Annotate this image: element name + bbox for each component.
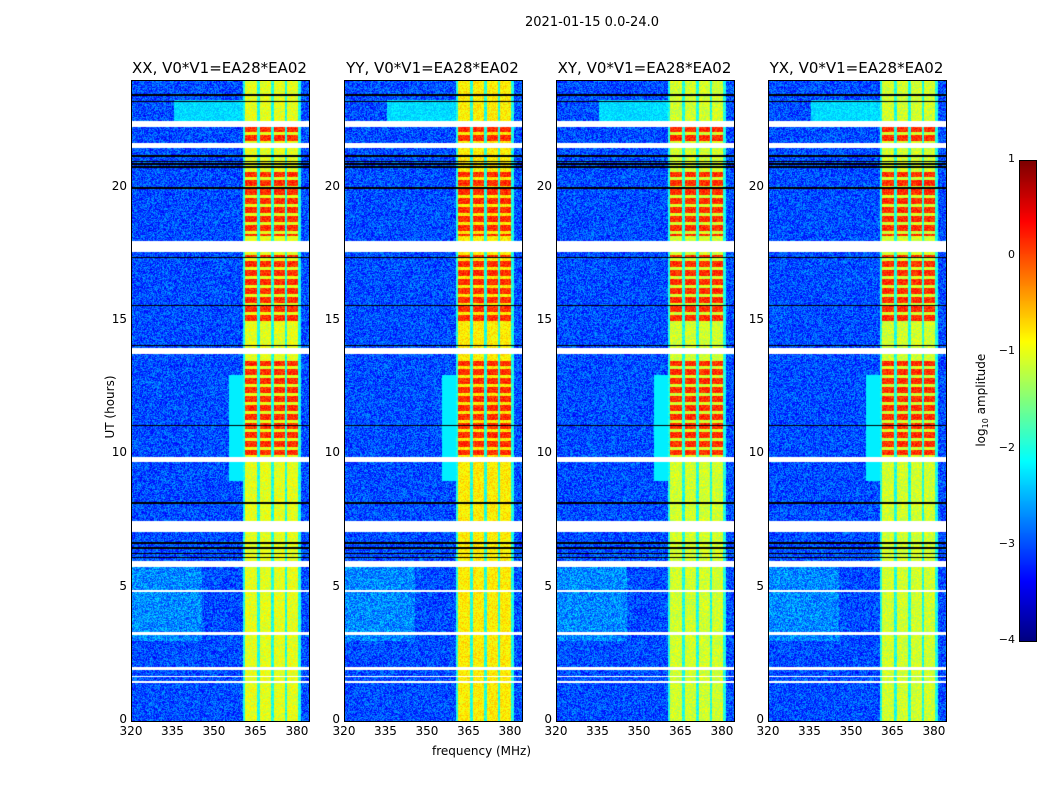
x-tick-label: 335 [586, 724, 609, 738]
y-tick-label: 5 [544, 578, 552, 593]
x-tick-label: 335 [161, 724, 184, 738]
y-tick-label: 10 [324, 445, 340, 460]
y-tick-label: 0 [332, 712, 340, 726]
x-tick-label: 350 [627, 724, 651, 738]
panel-title: XX, V0*V1=EA28*EA02 [132, 59, 307, 77]
colorbar-tick-label: −4 [998, 633, 1015, 646]
spectrogram-panel [344, 80, 523, 722]
y-tick-label: 20 [536, 178, 552, 193]
panel-title: YX, V0*V1=EA28*EA02 [769, 59, 944, 77]
colorbar-label: log10 amplitude [973, 353, 991, 447]
x-tick-label: 335 [798, 724, 821, 738]
y-tick-label: 5 [756, 578, 764, 593]
y-tick-label: 10 [748, 445, 764, 460]
x-tick-label: 380 [285, 724, 309, 738]
y-tick-label: 20 [111, 178, 127, 193]
y-tick-label: 10 [111, 445, 127, 460]
y-tick-label: 20 [324, 178, 340, 193]
x-tick-label: 350 [415, 724, 439, 738]
y-tick-label: 10 [536, 445, 552, 460]
y-tick-label: 0 [756, 712, 764, 726]
y-tick-label: 15 [748, 312, 764, 326]
x-axis-label: frequency (MHz) [432, 744, 532, 758]
x-tick-label: 350 [202, 724, 226, 738]
x-tick-label: 380 [922, 724, 946, 738]
x-tick-label: 365 [244, 724, 267, 738]
colorbar-tick-label: −1 [998, 344, 1015, 358]
y-tick-label: 20 [748, 178, 764, 193]
x-tick-label: 350 [839, 724, 863, 738]
y-tick-label: 5 [332, 578, 340, 593]
colorbar-tick-label: 0 [1008, 248, 1015, 262]
x-tick-label: 320 [756, 724, 780, 738]
spectrogram-panel [768, 80, 947, 722]
y-tick-label: 0 [544, 712, 552, 726]
colorbar-tick-label: −3 [998, 536, 1015, 550]
x-tick-label: 335 [374, 724, 397, 738]
colorbar-tick-label: 1 [1008, 152, 1015, 165]
y-axis-label: UT (hours) [103, 375, 117, 439]
x-tick-label: 320 [544, 724, 568, 738]
colorbar-tick-label: −2 [998, 440, 1015, 454]
x-tick-label: 380 [498, 724, 522, 738]
x-tick-label: 365 [457, 724, 480, 738]
figure-title: 2021-01-15 0.0-24.0 [525, 15, 659, 30]
spectrogram-panel [131, 80, 310, 722]
y-tick-label: 5 [119, 578, 127, 593]
spectrogram-panel [556, 80, 735, 722]
y-tick-label: 15 [111, 312, 127, 326]
colorbar [1019, 160, 1037, 642]
y-tick-label: 0 [119, 712, 127, 726]
x-tick-label: 320 [332, 724, 356, 738]
x-tick-label: 365 [881, 724, 904, 738]
x-tick-label: 365 [669, 724, 692, 738]
panel-title: XY, V0*V1=EA28*EA02 [557, 59, 732, 77]
y-tick-label: 15 [536, 312, 552, 326]
panel-title: YY, V0*V1=EA28*EA02 [346, 59, 519, 77]
x-tick-label: 320 [119, 724, 143, 738]
x-tick-label: 380 [710, 724, 734, 738]
y-tick-label: 15 [324, 312, 340, 326]
